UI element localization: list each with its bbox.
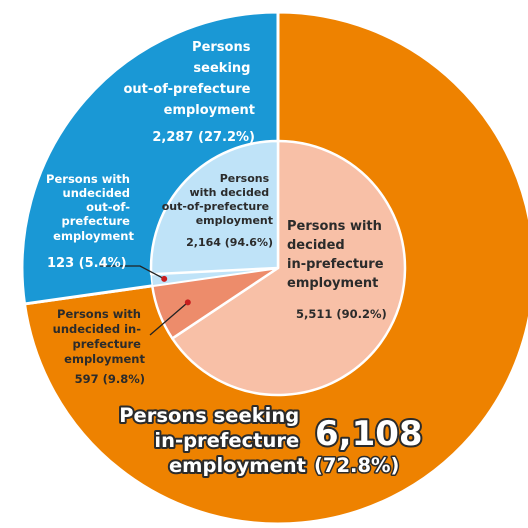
leader-undecided-out-pref-line (100, 265, 165, 280)
value-decided-in-pref: 5,511 (90.2%) (296, 307, 387, 321)
label-undecided-out-pref-line: Persons with (46, 172, 130, 186)
value-in-pref-number: 6,108 (315, 414, 423, 454)
label-decided-out-pref-line: out-of-prefecture (162, 200, 269, 213)
value-out-pref-pct: (27.2%) (198, 130, 255, 145)
label-undecided-out-pref-line: employment (53, 229, 134, 243)
label-decided-in-pref-line: employment (287, 276, 378, 291)
value-undecided-in-pref-pct: (9.8%) (103, 372, 145, 386)
value-out-pref: 2,287 (27.2%) (152, 130, 255, 145)
value-decided-in-pref-pct: (90.2%) (336, 307, 386, 321)
label-decided-in-pref-line: decided (287, 238, 345, 253)
value-in-pref-pct: (72.8%) (314, 454, 399, 477)
label-decided-out-pref-line: employment (196, 214, 273, 227)
label-out-pref-line: employment (164, 103, 255, 118)
label-in-pref: Persons seeking in-prefecture employment (119, 404, 306, 477)
value-out-pref-number: 2,287 (152, 130, 193, 145)
label-undecided-in-pref-line: prefecture (73, 337, 142, 351)
leader-undecided-out-pref-dot (161, 275, 168, 282)
leader-undecided-in-pref-dot (184, 299, 191, 306)
label-in-pref-line: employment (169, 454, 306, 477)
label-undecided-in-pref-line: undecided in- (53, 322, 142, 336)
leader-undecided-in-pref-line (149, 301, 189, 336)
label-undecided-out-pref: Persons with undecided out-of- prefectur… (46, 172, 134, 243)
label-decided-out-pref-line: Persons (220, 172, 270, 185)
label-undecided-in-pref-line: employment (64, 352, 145, 366)
label-decided-out-pref-line: with decided (189, 186, 269, 199)
label-undecided-in-pref: Persons with undecided in- prefecture em… (53, 307, 146, 366)
value-undecided-out-pref-pct: (5.4%) (79, 256, 127, 271)
value-decided-out-pref: 2,164 (94.6%) (186, 236, 273, 249)
value-undecided-in-pref: 597 (9.8%) (75, 372, 145, 386)
label-undecided-out-pref-line: undecided (63, 186, 130, 200)
slice-decided-in-pref (171, 139, 407, 397)
label-decided-in-pref: Persons with decided in-prefecture emplo… (287, 219, 388, 291)
value-decided-out-pref-number: 2,164 (186, 236, 221, 249)
value-decided-in-pref-number: 5,511 (296, 307, 332, 321)
label-undecided-out-pref-line: prefecture (62, 214, 131, 228)
inner-ring (149, 139, 407, 397)
label-decided-in-pref-line: Persons with (287, 219, 382, 234)
label-out-pref-line: Persons (192, 40, 251, 55)
label-decided-out-pref: Persons with decided out-of-prefecture e… (162, 172, 273, 227)
label-out-pref-line: seeking (193, 61, 250, 76)
leader-lines (100, 265, 191, 336)
label-undecided-out-pref-line: out-of- (86, 200, 130, 214)
slice-decided-out-pref (149, 139, 280, 276)
label-in-pref-line: in-prefecture (154, 429, 299, 452)
label-undecided-in-pref-line: Persons with (57, 307, 141, 321)
slice-in-pref (23, 10, 528, 526)
value-undecided-out-pref: 123 (5.4%) (47, 256, 127, 271)
label-decided-in-pref-line: in-prefecture (287, 257, 384, 272)
label-out-pref: Persons seeking out-of-prefecture employ… (124, 40, 256, 118)
value-decided-out-pref-pct: (94.6%) (225, 236, 273, 249)
label-out-pref-line: out-of-prefecture (124, 82, 251, 97)
value-undecided-in-pref-number: 597 (75, 372, 99, 386)
label-in-pref-line: Persons seeking (119, 404, 299, 427)
value-undecided-out-pref-number: 123 (47, 256, 74, 271)
